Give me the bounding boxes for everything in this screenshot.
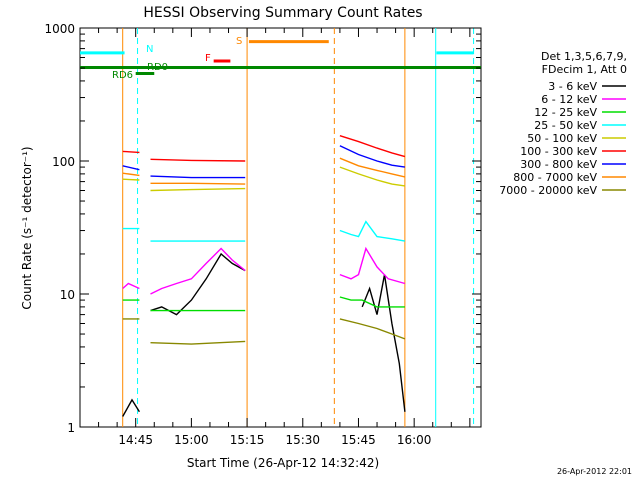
series-100-300-kev-line <box>150 158 246 162</box>
x-tick-label: 15:45 <box>341 433 376 447</box>
x-tick-label: 15:30 <box>285 433 320 447</box>
plot-axes <box>79 27 482 428</box>
flag-s-label: S <box>236 36 242 47</box>
series-12-25-kev-line <box>339 296 405 308</box>
x-tick-label: 16:00 <box>397 433 432 447</box>
observing-flags: N S F RD0 RD6 <box>80 36 481 81</box>
x-tick-label: 15:15 <box>230 433 265 447</box>
y-tick-label: 1 <box>67 421 75 435</box>
legend-header-line-2: FDecim 1, Att 0 <box>542 63 627 76</box>
series-300-800-kev-line <box>150 175 246 179</box>
series-50-100-kev-line <box>339 166 405 187</box>
legend-header-line-1: Det 1,3,5,6,7,9, <box>541 50 627 63</box>
series-3-6-kev-line <box>361 274 406 412</box>
series-50-100-kev-line <box>150 187 246 192</box>
legend-entry-label: 300 - 800 keV <box>520 158 597 171</box>
axis-ticks: 1 10 100 1000 14:45 15:00 15:15 15:30 15:45 16:00 <box>44 22 481 447</box>
series-300-800-kev-line <box>122 165 140 171</box>
series-800-7000-kev-line <box>122 172 140 177</box>
y-tick-label: 10 <box>60 288 75 302</box>
plot-frame <box>79 27 482 428</box>
series-6-12-kev-line <box>339 246 406 285</box>
series-300-800-kev-line <box>339 145 406 168</box>
series-100-300-kev-line <box>339 135 406 158</box>
series-3-6-kev-line <box>150 252 246 316</box>
y-tick-label: 100 <box>52 155 75 169</box>
x-tick-label: 14:45 <box>118 433 153 447</box>
flag-n-label: N <box>146 44 153 55</box>
legend-entry-label: 100 - 300 keV <box>520 145 597 158</box>
data-series <box>122 135 406 417</box>
series-50-100-kev-line <box>122 178 140 181</box>
vertical-markers <box>122 28 475 427</box>
series-3-6-kev-line <box>122 398 140 417</box>
y-axis-label: Count Rate (s⁻¹ detector⁻¹) <box>20 146 34 309</box>
legend-entry-label: 25 - 50 keV <box>534 119 597 132</box>
x-axis-label: Start Time (26-Apr-12 14:32:42) <box>187 456 379 470</box>
chart-title: HESSI Observing Summary Count Rates <box>143 5 422 21</box>
series-25-50-kev-line <box>339 220 406 242</box>
series-6-12-kev-line <box>150 247 246 295</box>
flag-rd0-label: RD0 <box>147 62 168 73</box>
flag-f-label: F <box>205 53 211 64</box>
legend-entry-label: 50 - 100 keV <box>527 132 597 145</box>
series-100-300-kev-line <box>122 150 140 154</box>
legend-entry-label: 7000 - 20000 keV <box>499 184 597 197</box>
x-tick-label: 15:00 <box>174 433 209 447</box>
legend-entry-label: 800 - 7000 keV <box>513 171 597 184</box>
flag-rd6-label: RD6 <box>112 70 133 81</box>
legend: Det 1,3,5,6,7,9, FDecim 1, Att 0 3 - 6 k… <box>499 50 627 197</box>
footer-timestamp: 26-Apr-2012 22:01 <box>557 467 632 476</box>
series-7000-20000-kev-line <box>150 340 246 345</box>
series-7000-20000-kev-line <box>339 318 406 340</box>
series-6-12-kev-line <box>122 282 140 290</box>
series-800-7000-kev-line <box>339 157 406 178</box>
legend-entry-label: 12 - 25 keV <box>534 106 597 119</box>
legend-entry-label: 6 - 12 keV <box>541 93 597 106</box>
y-tick-label: 1000 <box>44 22 75 36</box>
legend-entry-label: 3 - 6 keV <box>548 80 597 93</box>
series-800-7000-kev-line <box>150 182 246 185</box>
